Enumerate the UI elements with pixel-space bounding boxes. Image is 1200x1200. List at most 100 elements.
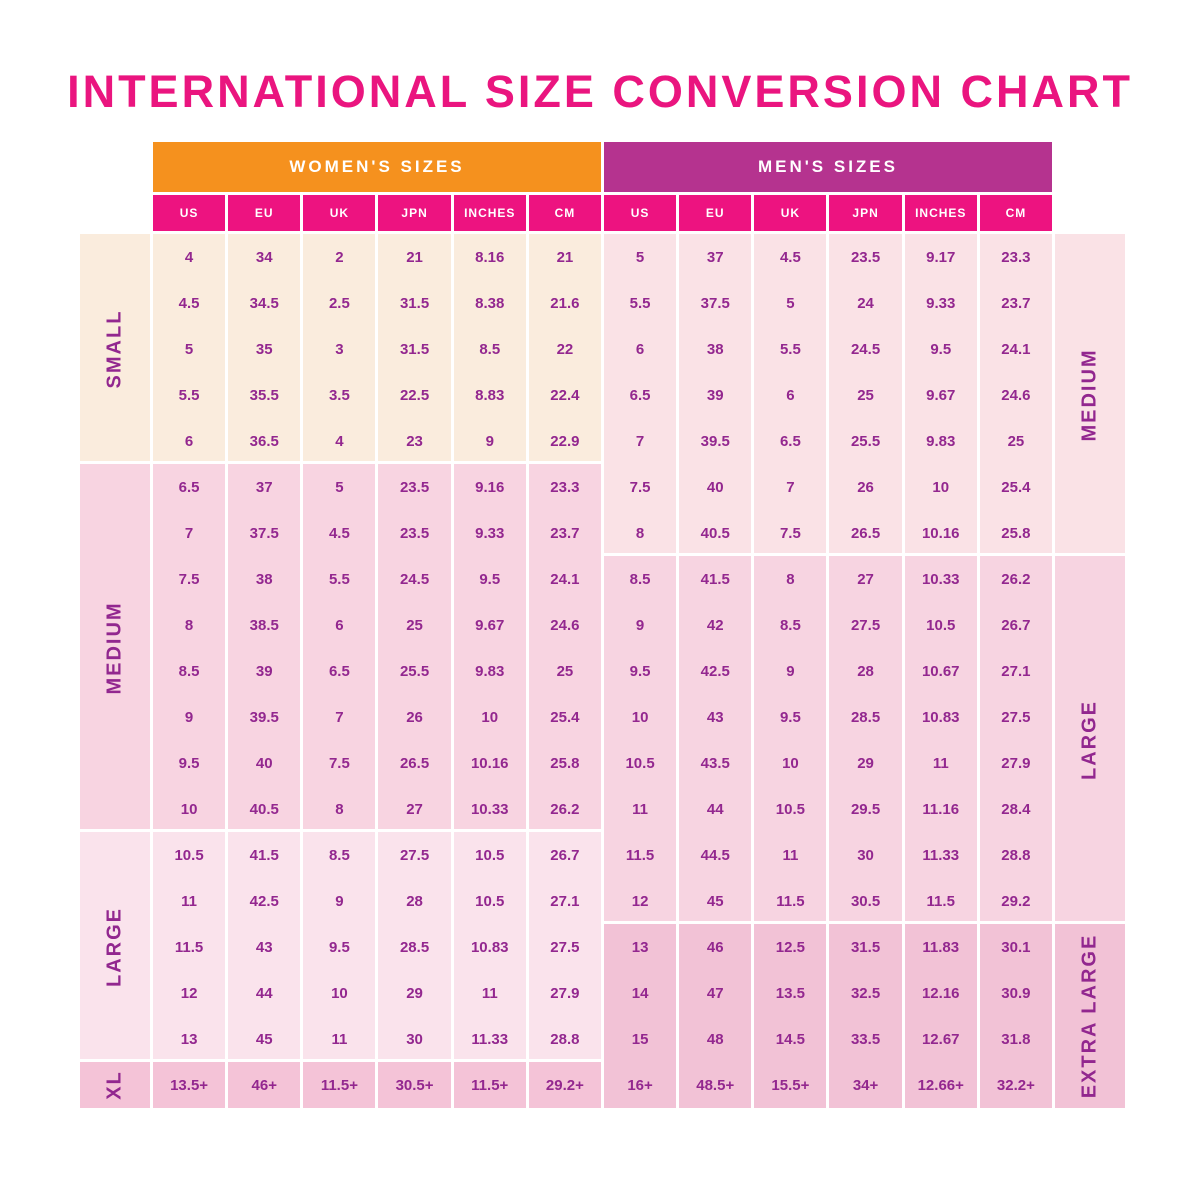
size-cell: 6.5: [754, 418, 827, 464]
size-cell: 8.38: [453, 280, 526, 326]
mens-column-headers: US EU UK JPN INCHES CM: [604, 195, 1052, 231]
size-cell: 12.66+: [904, 1062, 977, 1108]
row-group-label-medium: MEDIUM: [1055, 234, 1125, 556]
size-cell: 47: [679, 970, 752, 1016]
size-cell: 9.5: [904, 326, 977, 372]
table-row: 16+ 48.5+ 15.5+ 34+ 12.66+ 32.2+: [604, 1062, 1052, 1108]
size-cell: 5: [604, 234, 677, 280]
size-cell: 38: [228, 556, 301, 602]
size-cell: 9.16: [453, 464, 526, 510]
size-cell: 9.33: [904, 280, 977, 326]
size-cell: 9.5: [153, 740, 226, 786]
size-cell: 13: [153, 1016, 226, 1062]
size-cell: 2: [303, 234, 376, 280]
size-cell: 23.5: [378, 510, 451, 556]
row-group-label-xl: XL: [80, 1062, 150, 1108]
size-group-large: 8.5 41.5 8 27 10.33 26.2 9 42 8.5 27.5 10.5 26.7 9.5…: [604, 556, 1052, 924]
table-row: 6.5 37 5 23.5 9.16 23.3: [153, 464, 601, 510]
size-cell: 11.16: [904, 786, 977, 832]
size-cell: 9.67: [453, 602, 526, 648]
size-cell: 10.67: [904, 648, 977, 694]
size-cell: 30.1: [979, 924, 1052, 970]
row-group-label-large: LARGE: [80, 832, 150, 1062]
womens-sizes-header: WOMEN'S SIZES: [153, 142, 601, 192]
size-cell: 12: [604, 878, 677, 924]
row-group-label-small: SMALL: [80, 234, 150, 464]
row-group-label-text: SMALL: [103, 309, 126, 389]
size-cell: 37: [679, 234, 752, 280]
size-cell: 10.5: [453, 832, 526, 878]
size-cell: 5: [303, 464, 376, 510]
row-group-label-text: LARGE: [103, 907, 126, 987]
size-cell: 32.5: [829, 970, 902, 1016]
row-group-label-text: LARGE: [1078, 700, 1101, 780]
table-row: 4.5 34.5 2.5 31.5 8.38 21.6: [153, 280, 601, 326]
size-cell: 10.83: [453, 924, 526, 970]
size-cell: 26: [829, 464, 902, 510]
size-cell: 21.6: [528, 280, 601, 326]
size-cell: 23.7: [528, 510, 601, 556]
size-cell: 9: [303, 878, 376, 924]
row-group-labels-right: MEDIUM LARGE EXTRA LARGE: [1055, 142, 1125, 1108]
size-cell: 7: [604, 418, 677, 464]
column-header-uk: UK: [303, 195, 376, 231]
size-cell: 26.2: [528, 786, 601, 832]
size-cell: 22.9: [528, 418, 601, 464]
size-cell: 31.5: [378, 280, 451, 326]
table-row: 15 48 14.5 33.5 12.67 31.8: [604, 1016, 1052, 1062]
size-cell: 8: [604, 510, 677, 556]
size-cell: 40: [679, 464, 752, 510]
size-cell: 10.16: [904, 510, 977, 556]
size-cell: 9.5: [303, 924, 376, 970]
table-row: 12 44 10 29 11 27.9: [153, 970, 601, 1016]
size-cell: 6: [303, 602, 376, 648]
size-cell: 29.5: [829, 786, 902, 832]
size-cell: 15: [604, 1016, 677, 1062]
size-cell: 40.5: [228, 786, 301, 832]
size-cell: 38.5: [228, 602, 301, 648]
size-cell: 36.5: [228, 418, 301, 464]
size-cell: 23.5: [829, 234, 902, 280]
column-header-cm: CM: [528, 195, 601, 231]
size-cell: 8: [754, 556, 827, 602]
size-cell: 10: [754, 740, 827, 786]
row-group-labels-left: SMALL MEDIUM LARGE XL: [80, 142, 150, 1108]
size-cell: 7.5: [153, 556, 226, 602]
size-cell: 7.5: [303, 740, 376, 786]
size-cell: 4: [303, 418, 376, 464]
size-cell: 8.5: [303, 832, 376, 878]
size-cell: 30: [378, 1016, 451, 1062]
table-row: 13 45 11 30 11.33 28.8: [153, 1016, 601, 1062]
size-cell: 11.33: [904, 832, 977, 878]
mens-sizes-header: MEN'S SIZES: [604, 142, 1052, 192]
size-cell: 9.33: [453, 510, 526, 556]
size-cell: 31.5: [378, 326, 451, 372]
table-row: 9 42 8.5 27.5 10.5 26.7: [604, 602, 1052, 648]
size-cell: 39.5: [679, 418, 752, 464]
row-group-label-extra-large: EXTRA LARGE: [1055, 924, 1125, 1108]
size-cell: 23.7: [979, 280, 1052, 326]
size-cell: 45: [228, 1016, 301, 1062]
size-cell: 34: [228, 234, 301, 280]
size-cell: 27: [829, 556, 902, 602]
size-cell: 37: [228, 464, 301, 510]
size-cell: 31.5: [829, 924, 902, 970]
size-cell: 8.16: [453, 234, 526, 280]
size-cell: 7: [153, 510, 226, 556]
size-cell: 28: [829, 648, 902, 694]
size-cell: 10.83: [904, 694, 977, 740]
size-cell: 27.1: [528, 878, 601, 924]
size-cell: 29: [829, 740, 902, 786]
size-cell: 27.5: [528, 924, 601, 970]
size-cell: 30: [829, 832, 902, 878]
table-row: 8.5 39 6.5 25.5 9.83 25: [153, 648, 601, 694]
size-cell: 12.5: [754, 924, 827, 970]
table-row: 7.5 38 5.5 24.5 9.5 24.1: [153, 556, 601, 602]
womens-column-headers: US EU UK JPN INCHES CM: [153, 195, 601, 231]
table-row: 7.5 40 7 26 10 25.4: [604, 464, 1052, 510]
size-cell: 11.5+: [303, 1062, 376, 1108]
size-cell: 26.7: [528, 832, 601, 878]
size-cell: 10.5: [153, 832, 226, 878]
size-cell: 11: [604, 786, 677, 832]
